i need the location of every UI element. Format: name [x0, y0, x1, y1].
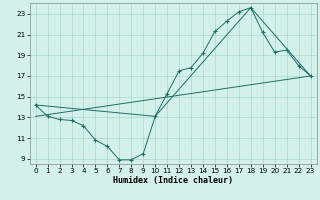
X-axis label: Humidex (Indice chaleur): Humidex (Indice chaleur) — [113, 176, 233, 185]
